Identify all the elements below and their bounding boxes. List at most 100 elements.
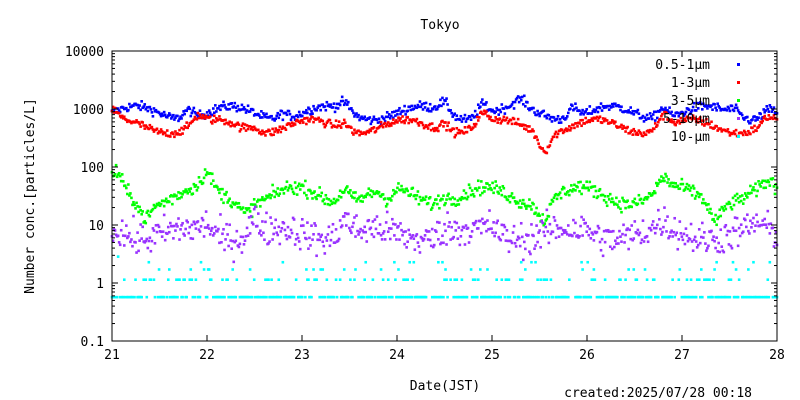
data-point [580, 111, 583, 115]
data-point [169, 221, 172, 225]
data-point [163, 199, 167, 203]
data-point [240, 207, 244, 211]
data-point [594, 189, 598, 193]
data-point [413, 194, 417, 197]
data-point [329, 199, 333, 203]
data-point [342, 118, 346, 122]
data-point [422, 102, 426, 105]
data-point [423, 198, 427, 201]
data-point [305, 268, 308, 271]
data-point [684, 119, 688, 123]
data-point [734, 103, 738, 107]
data-point [460, 129, 464, 133]
data-point [441, 260, 444, 264]
data-point [369, 122, 373, 126]
data-point [452, 295, 456, 299]
data-point [432, 129, 436, 133]
data-point [331, 222, 335, 226]
data-point [260, 110, 263, 113]
data-point [118, 174, 122, 178]
data-point [766, 179, 770, 182]
data-point [709, 207, 712, 211]
data-point [584, 116, 587, 120]
data-point [217, 118, 220, 121]
data-point [311, 115, 314, 119]
legend-label: 1-3μm [671, 76, 710, 91]
data-point [663, 179, 666, 183]
data-point [309, 113, 312, 116]
data-point [312, 104, 315, 108]
data-point [165, 129, 169, 132]
data-point [113, 173, 117, 176]
data-point [476, 103, 480, 107]
data-point [342, 103, 346, 107]
data-point [573, 183, 576, 187]
data-point [260, 295, 263, 299]
data-point [547, 295, 551, 299]
data-point [489, 115, 492, 119]
data-point [122, 115, 126, 119]
data-point [464, 191, 468, 195]
data-point [690, 117, 694, 121]
data-point [587, 119, 591, 122]
data-point [258, 232, 261, 235]
data-point [167, 230, 171, 234]
data-point [697, 117, 701, 121]
data-point [393, 122, 396, 125]
data-point [520, 278, 524, 281]
data-point [338, 278, 342, 281]
data-point [400, 228, 403, 232]
data-point [713, 239, 716, 243]
data-point [427, 230, 431, 233]
data-point [683, 188, 687, 191]
data-point [675, 121, 679, 124]
data-point [468, 126, 472, 129]
data-point [178, 197, 181, 200]
data-point [219, 213, 222, 216]
data-point [442, 241, 445, 245]
data-point [282, 221, 286, 225]
data-point [206, 114, 210, 117]
data-point [743, 192, 747, 195]
data-point [159, 128, 163, 131]
data-point [587, 112, 591, 115]
data-point [666, 215, 669, 218]
data-point [269, 216, 272, 219]
data-point [359, 130, 362, 134]
data-point [420, 103, 424, 106]
data-point [439, 98, 442, 102]
data-point [510, 192, 514, 195]
data-point [132, 214, 135, 218]
data-point [132, 200, 135, 204]
data-point [302, 184, 305, 188]
data-point [121, 234, 125, 237]
data-point [326, 120, 330, 123]
data-point [234, 106, 238, 109]
data-point [161, 230, 165, 233]
data-point [274, 117, 277, 121]
data-point [688, 295, 692, 299]
data-point [581, 108, 584, 112]
data-point [630, 224, 634, 227]
data-point [125, 186, 128, 190]
data-point [316, 106, 319, 109]
data-point [439, 199, 442, 202]
data-point [416, 190, 420, 193]
data-point [420, 121, 424, 125]
data-point [343, 121, 347, 124]
data-point [293, 243, 297, 246]
data-point [147, 239, 151, 243]
data-point [338, 124, 342, 128]
data-point [648, 112, 652, 115]
data-point [463, 126, 467, 129]
data-point [285, 113, 289, 117]
data-point [622, 223, 625, 227]
data-point [472, 116, 476, 119]
data-point [541, 147, 545, 150]
data-point [384, 115, 388, 119]
data-point [469, 118, 473, 122]
data-point [516, 201, 520, 205]
data-point [581, 186, 584, 190]
data-point [286, 225, 290, 229]
data-point [184, 126, 187, 129]
